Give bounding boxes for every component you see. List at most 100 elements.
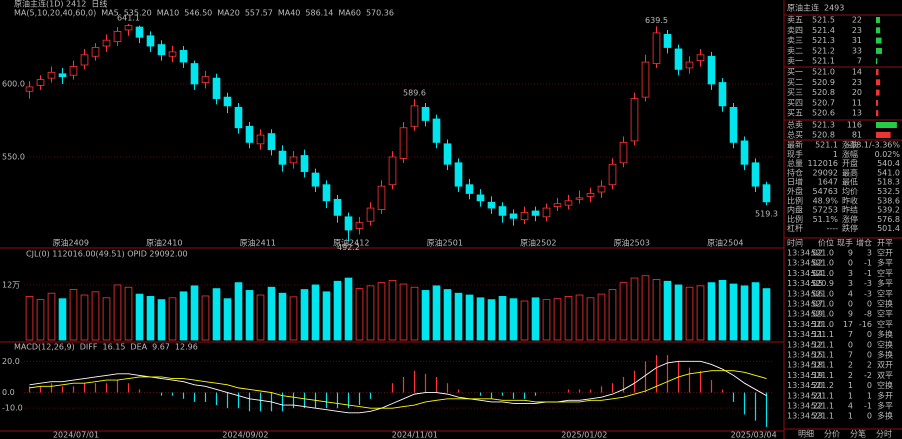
trade-cell: 13:34:19: [787, 371, 823, 380]
candle-body: [157, 44, 166, 56]
candle-body: [630, 98, 639, 142]
candle-body: [751, 162, 760, 187]
candle-body: [322, 184, 331, 202]
trade-cell: 9: [848, 310, 853, 319]
trades-header: 现手: [837, 238, 853, 248]
trade-cell: 13:34:23: [787, 412, 823, 421]
ma-legend-label: MA(5,10,20,40,60,0): [14, 9, 96, 18]
stat-label: 涨停: [842, 214, 858, 224]
candle-body: [377, 185, 386, 210]
candle-body: [25, 86, 34, 92]
volume-bar: [388, 279, 397, 341]
trade-cell: 0: [867, 381, 872, 390]
volume-bar: [289, 296, 298, 341]
trade-cell: 7: [848, 351, 853, 360]
price-marker: 641.1: [117, 13, 140, 22]
price-marker: 639.5: [645, 16, 668, 25]
candle-body: [234, 106, 243, 129]
tab[interactable]: 分价: [824, 430, 840, 439]
trade-cell: 4: [848, 289, 853, 298]
book-price: 521.3: [812, 121, 835, 130]
candle-body: [432, 118, 441, 143]
volume-bar: [146, 296, 155, 341]
candle-body: [36, 79, 45, 86]
tab[interactable]: 分时: [876, 429, 892, 439]
volume-bar: [718, 279, 727, 341]
volume-bar: [630, 277, 639, 341]
book-volume: 7: [857, 57, 862, 66]
trade-cell: 13:34:02: [787, 249, 823, 258]
stat-label: 最低: [842, 177, 858, 187]
candle-body: [487, 201, 496, 209]
trade-cell: 多平: [877, 278, 893, 288]
book-volume: 33: [852, 46, 862, 55]
stat-label: 涨幅: [842, 149, 858, 159]
ma-value: 535.20: [124, 9, 152, 18]
ma-value: 570.36: [366, 9, 394, 18]
legend-value: 12.96: [175, 343, 198, 352]
trade-cell: 双平: [877, 371, 893, 380]
trade-cell: -1: [864, 259, 872, 268]
trade-cell: 521.0: [811, 320, 834, 329]
trade-cell: 521.0: [811, 300, 834, 309]
stat-label: 昨收: [842, 195, 858, 205]
volume-bar: [344, 277, 353, 341]
stat-label: 持仓: [787, 167, 803, 177]
volume-bar: [432, 285, 441, 341]
volume-bar: [498, 296, 507, 341]
volume-bar: [91, 291, 100, 341]
trade-cell: 9: [848, 249, 853, 258]
candle-body: [124, 25, 133, 31]
trade-cell: 13:34:20: [787, 381, 823, 390]
volume-bar: [586, 297, 595, 341]
book-volume: 31: [852, 36, 862, 45]
trade-cell: 521.0: [811, 269, 834, 278]
book-label: 买四: [787, 98, 803, 107]
trade-cell: 13:34:12: [787, 340, 823, 349]
volume-bar: [531, 297, 540, 341]
candle-body: [168, 51, 177, 57]
candle-body: [696, 54, 705, 62]
tab[interactable]: 分笔: [850, 429, 866, 439]
y-tick-label: 12万: [2, 280, 20, 289]
candle-body: [443, 143, 452, 165]
stat-value: 54763: [813, 187, 838, 196]
candle-body: [113, 31, 122, 43]
volume-bar: [619, 282, 628, 341]
stat-value: 541.0: [877, 168, 900, 177]
trade-cell: -3: [864, 279, 872, 288]
trade-cell: 13:34:06: [787, 289, 823, 298]
candle-body: [619, 141, 628, 164]
candle-body: [366, 207, 375, 222]
legend-value: 9.67: [152, 343, 170, 352]
period: 日线: [91, 0, 107, 9]
candle-body: [663, 33, 672, 48]
stat-value: 48.9%: [813, 196, 839, 205]
book-label: 买一: [787, 68, 803, 77]
trade-cell: 空平: [877, 309, 893, 319]
trade-cell: 521.0: [811, 259, 834, 268]
volume-bar: [355, 288, 364, 341]
trade-cell: 1: [848, 391, 853, 400]
trade-cell: 4: [848, 402, 853, 411]
trade-cell: 空换: [877, 299, 893, 309]
ma-value: 586.14: [305, 9, 333, 18]
price-marker: 492.2: [337, 243, 360, 252]
trade-cell: 521.1: [811, 391, 834, 400]
volume-bar: [729, 283, 738, 341]
candle-body: [410, 105, 419, 127]
volume-bar: [641, 275, 650, 341]
trade-cell: 3: [848, 279, 853, 288]
volume-bar: [542, 299, 551, 341]
trade-cell: 13:34:15: [787, 351, 823, 360]
candle-body: [740, 140, 749, 165]
candle-body: [146, 35, 155, 47]
instrument-name: 原油主连: [787, 3, 819, 13]
tab[interactable]: 明细: [798, 429, 814, 439]
volume-bar: [124, 286, 133, 341]
volume-bar: [696, 285, 705, 341]
book-volume: 23: [852, 78, 862, 87]
volume-bar: [476, 297, 485, 341]
stat-value: 1: [833, 150, 838, 159]
